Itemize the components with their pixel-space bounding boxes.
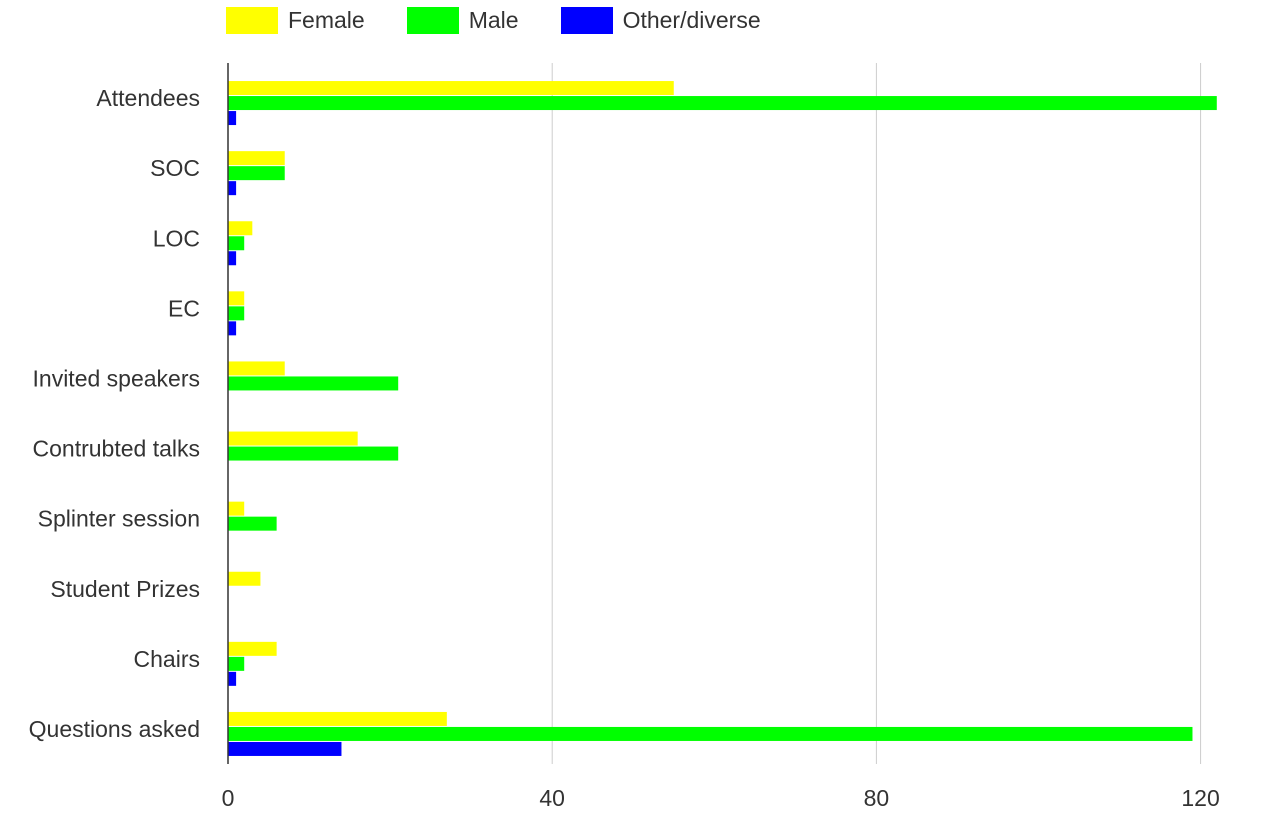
category-label-soc: SOC bbox=[150, 155, 200, 181]
x-tick-label-80: 80 bbox=[864, 785, 890, 811]
category-label-splinter-session: Splinter session bbox=[38, 506, 200, 532]
bar-female-splinter-session bbox=[228, 501, 245, 516]
legend-swatch-other bbox=[560, 6, 613, 34]
bar-male-contrubted-talks bbox=[228, 446, 399, 461]
legend-label-other: Other/diverse bbox=[622, 6, 761, 33]
bar-female-invited-speakers bbox=[228, 361, 285, 376]
category-label-invited-speakers: Invited speakers bbox=[33, 365, 200, 391]
x-tick-label-40: 40 bbox=[539, 785, 565, 811]
bar-male-splinter-session bbox=[228, 516, 277, 531]
x-tick-label-120: 120 bbox=[1181, 785, 1219, 811]
bar-male-chairs bbox=[228, 656, 245, 671]
bar-male-loc bbox=[228, 236, 245, 251]
bar-female-attendees bbox=[228, 81, 674, 96]
legend-label-male: Male bbox=[468, 6, 519, 33]
bar-male-invited-speakers bbox=[228, 376, 399, 391]
category-label-attendees: Attendees bbox=[96, 85, 200, 111]
legend-item-other[interactable]: Other/diverse bbox=[560, 6, 761, 34]
bar-female-soc bbox=[228, 151, 285, 166]
bar-other-diverse-chairs bbox=[228, 671, 237, 686]
bar-other-diverse-attendees bbox=[228, 111, 237, 126]
bar-female-questions-asked bbox=[228, 711, 447, 726]
bar-other-diverse-loc bbox=[228, 251, 237, 266]
category-label-chairs: Chairs bbox=[134, 646, 200, 672]
legend-item-female[interactable]: Female bbox=[226, 6, 365, 34]
bar-female-contrubted-talks bbox=[228, 431, 358, 446]
bar-female-ec bbox=[228, 291, 245, 306]
bar-male-attendees bbox=[228, 96, 1217, 111]
bar-female-chairs bbox=[228, 641, 277, 656]
bar-other-diverse-questions-asked bbox=[228, 741, 342, 756]
category-label-questions-asked: Questions asked bbox=[29, 716, 200, 742]
legend-swatch-female bbox=[226, 6, 278, 34]
category-label-loc: LOC bbox=[153, 225, 200, 251]
bar-male-questions-asked bbox=[228, 726, 1193, 741]
bar-female-loc bbox=[228, 221, 253, 236]
bar-male-soc bbox=[228, 166, 285, 181]
category-label-contrubted-talks: Contrubted talks bbox=[33, 436, 200, 462]
chart-legend: Female Male Other/diverse bbox=[226, 4, 803, 36]
x-tick-label-0: 0 bbox=[222, 785, 235, 811]
category-label-ec: EC bbox=[168, 295, 200, 321]
category-label-student-prizes: Student Prizes bbox=[50, 576, 200, 602]
bar-female-student-prizes bbox=[228, 571, 261, 586]
bar-other-diverse-soc bbox=[228, 181, 237, 196]
bar-male-ec bbox=[228, 306, 245, 321]
legend-item-male[interactable]: Male bbox=[406, 6, 519, 34]
legend-label-female: Female bbox=[288, 6, 365, 33]
bar-other-diverse-ec bbox=[228, 321, 237, 336]
legend-swatch-male bbox=[406, 6, 459, 34]
